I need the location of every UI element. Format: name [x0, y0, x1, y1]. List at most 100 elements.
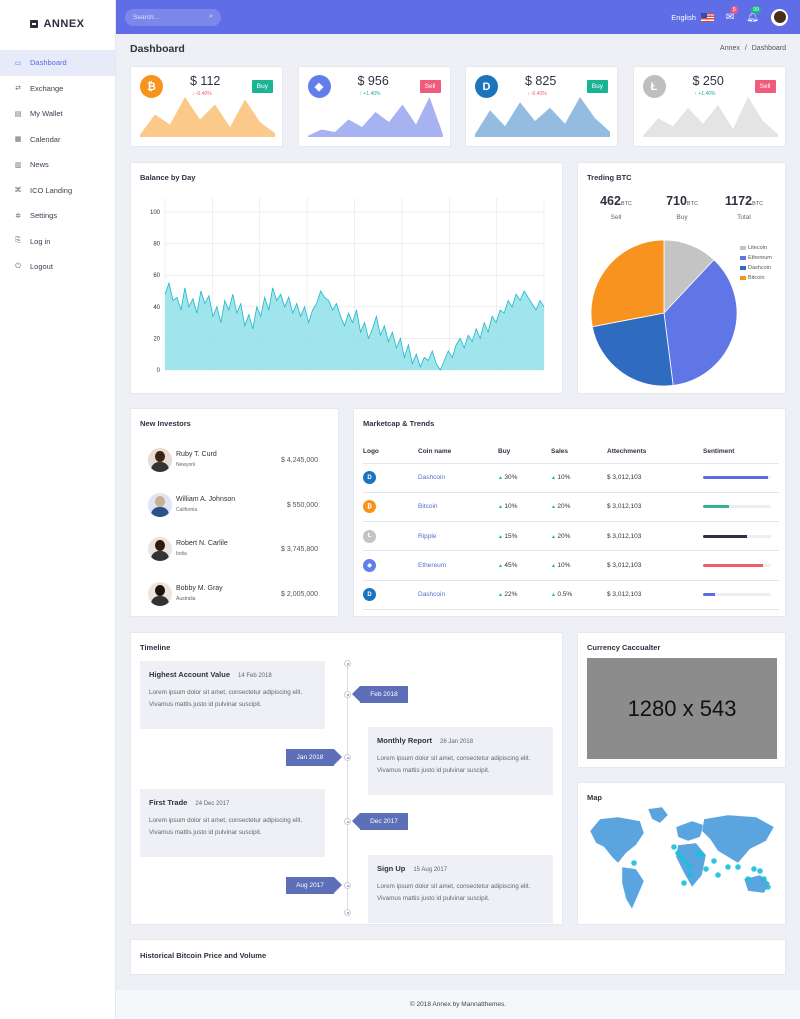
sparkline-area — [475, 97, 610, 137]
sidebar-item-news[interactable]: ▥ News — [0, 152, 115, 178]
sidebar-item-settings[interactable]: ✲ Settings — [0, 203, 115, 229]
sidebar-item-label: My Wallet — [30, 109, 63, 119]
map-marker[interactable] — [765, 884, 771, 890]
coin-name-link[interactable]: Ripple — [418, 521, 498, 552]
sidebar-item-log-in[interactable]: ⎘ Log in — [0, 229, 115, 255]
column-header: Buy — [498, 440, 551, 464]
map-marker[interactable] — [711, 858, 717, 864]
ticker-sparkline — [140, 97, 275, 137]
map-marker[interactable] — [683, 860, 689, 866]
trending-title: Treding BTC — [587, 173, 632, 182]
sidebar-item-my-wallet[interactable]: ▤ My Wallet — [0, 101, 115, 127]
coin-name-link[interactable]: Dashcoin — [418, 580, 498, 610]
sidebar-item-ico-landing[interactable]: ⌘ ICO Landing — [0, 178, 115, 204]
exchange-icon: ⇄ — [15, 85, 21, 93]
arrow-up-icon: ▲ — [498, 533, 505, 540]
coin-logo-icon: D — [475, 75, 498, 98]
historical-card: Historical Bitcoin Price and Volume — [130, 939, 786, 975]
timeline-dot — [344, 691, 351, 698]
ticker-sparkline — [475, 97, 610, 137]
pie-slice-dashcoin[interactable] — [591, 312, 674, 387]
table-row[interactable]: D Dashcoin ▲ 30% ▲ 10% $ 3,012,103 — [363, 463, 779, 493]
sparkline-area — [642, 97, 778, 137]
buy-value: 22% — [504, 591, 518, 599]
sales-cell: ▲ 10% — [551, 550, 607, 581]
balance-title: Balance by Day — [140, 173, 196, 182]
buy-button[interactable]: Buy — [586, 80, 608, 93]
map-marker[interactable] — [751, 866, 757, 872]
sell-button[interactable]: Sell — [419, 80, 441, 93]
trend-stat-label: Sell — [610, 214, 622, 221]
search-input[interactable] — [133, 13, 203, 21]
sidebar-item-calendar[interactable]: ▦ Calendar — [0, 127, 115, 153]
investor-row[interactable]: William A. Johnson California $ 550,000 — [148, 492, 318, 523]
column-header: Sales — [551, 440, 607, 464]
world-map[interactable] — [578, 783, 785, 924]
investor-amount: $ 550,000 — [286, 501, 318, 509]
search-icon[interactable]: ⌕ — [209, 13, 213, 20]
sell-button[interactable]: Sell — [754, 80, 776, 93]
map-marker[interactable] — [757, 868, 763, 874]
coin-name-link[interactable]: Ethereum — [418, 550, 498, 581]
map-marker[interactable] — [679, 854, 685, 860]
coin-name-link[interactable]: Dashcoin — [418, 463, 498, 493]
map-marker[interactable] — [761, 876, 767, 882]
table-row[interactable]: ◆ Ethereum ▲ 45% ▲ 10% $ 3,012,103 — [363, 550, 779, 581]
coin-logo-icon: ₿ — [140, 75, 163, 98]
sales-cell: ▲ 0.5% — [551, 580, 607, 610]
map-marker[interactable] — [631, 860, 637, 866]
map-marker[interactable] — [675, 850, 681, 856]
table-row[interactable]: D Dashcoin ▲ 22% ▲ 0.5% $ 3,012,103 — [363, 580, 779, 610]
wallet-icon: ▤ — [14, 110, 22, 118]
buy-cell: ▲ 30% — [498, 463, 551, 493]
mail-icon[interactable]: ✉ 5 — [725, 5, 738, 23]
investor-row[interactable]: Bobby M. Gray Australia $ 2,005,000 — [148, 582, 318, 612]
ticker-sparkline — [307, 97, 443, 137]
breadcrumb-home[interactable]: Annex — [720, 45, 740, 52]
trending-pie-chart — [590, 239, 738, 387]
legend-item: Dashcoin — [740, 263, 772, 273]
user-avatar[interactable] — [771, 8, 788, 26]
map-marker[interactable] — [735, 864, 741, 870]
trending-card: Treding BTC 462BTC Sell 710BTC Buy 1172BTC To… — [577, 162, 786, 394]
legend-swatch — [740, 246, 746, 250]
map-marker[interactable] — [745, 876, 751, 882]
map-marker[interactable] — [699, 852, 705, 858]
investor-location: India — [176, 551, 187, 558]
map-marker[interactable] — [671, 844, 677, 850]
arrow-up-icon: ▲ — [498, 592, 505, 599]
pie-slice-bitcoin[interactable] — [590, 239, 665, 328]
map-marker[interactable] — [687, 872, 693, 878]
sidebar-item-logout[interactable]: ⏻ Logout — [0, 254, 115, 280]
attachment-value: $ 3,012,103 — [607, 580, 703, 610]
map-landmass — [589, 816, 645, 864]
bell-icon[interactable]: 🔔︎ 99 — [746, 5, 761, 23]
dash-logo-icon: D — [363, 471, 376, 485]
pie-slice-ethereum[interactable] — [663, 259, 738, 386]
brand-logo[interactable]: ANNEX — [0, 0, 115, 48]
map-marker[interactable] — [687, 864, 693, 870]
sentiment-cell — [703, 492, 779, 523]
sentiment-bar — [703, 534, 771, 538]
table-row[interactable]: Ł Ripple ▲ 15% ▲ 20% $ 3,012,103 — [363, 521, 779, 552]
investor-row[interactable]: Ruby T. Curd Newyork $ 4,245,000 — [148, 448, 318, 478]
investor-row[interactable]: Robert N. Carlile India $ 3,745,800 — [148, 537, 318, 567]
sidebar-item-dashboard[interactable]: ▭ Dashboard — [0, 50, 115, 76]
trend-stat-label: Total — [737, 214, 751, 221]
balance-chart: 100 80 60 40 20 0 — [150, 198, 545, 374]
map-marker[interactable] — [681, 880, 687, 886]
search-box[interactable]: ⌕ — [125, 8, 221, 26]
balance-line — [164, 281, 545, 371]
language-select[interactable]: English — [671, 12, 714, 22]
sales-value: 20% — [557, 503, 571, 511]
map-marker[interactable] — [725, 864, 731, 870]
map-card: Map — [577, 782, 786, 925]
map-marker[interactable] — [703, 866, 709, 872]
investor-name: Ruby T. Curd — [176, 451, 217, 458]
coin-name-link[interactable]: Bitcoin — [418, 492, 498, 523]
sidebar-item-exchange[interactable]: ⇄ Exchange — [0, 76, 115, 102]
table-row[interactable]: ₿ Bitcoin ▲ 10% ▲ 20% $ 3,012,103 — [363, 492, 779, 523]
buy-button[interactable]: Buy — [251, 80, 273, 93]
y-tick-label: 80 — [153, 242, 160, 248]
map-marker[interactable] — [715, 872, 721, 878]
